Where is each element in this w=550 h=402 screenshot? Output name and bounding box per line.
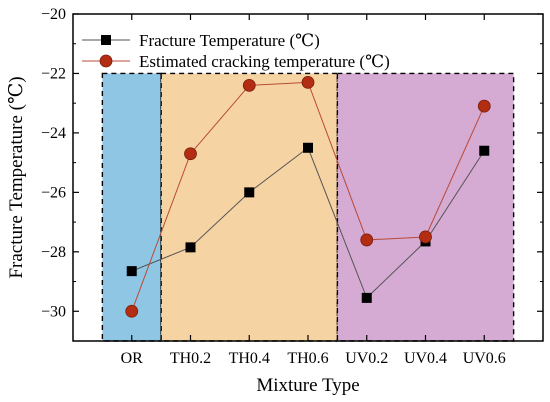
square-marker-OR [126, 266, 137, 277]
circle-marker-UV0.4 [419, 230, 432, 244]
legend-square-marker [101, 35, 111, 45]
y-tick-label: −26 [41, 184, 66, 201]
circle-marker-TH0.2 [184, 147, 197, 161]
y-tick-label: −28 [41, 244, 66, 261]
square-marker-UV0.2 [361, 292, 372, 303]
y-tick-label: −24 [41, 125, 66, 142]
legend: Fracture Temperature (℃) Estimated crack… [82, 31, 390, 71]
y-tick-label: −22 [41, 65, 66, 82]
x-tick-label: TH0.2 [170, 350, 211, 367]
circle-marker-UV0.6 [477, 99, 491, 113]
square-marker-TH0.2 [185, 242, 196, 253]
x-tick-label: UV0.6 [463, 350, 506, 367]
y-axis-title: Fracture Temperature (℃) [6, 76, 27, 278]
x-tick-label: UV0.4 [404, 350, 447, 367]
x-tick-label: TH0.4 [229, 350, 270, 367]
y-axis: −30 −28 −26 −24 −22 −20 [41, 6, 543, 342]
legend-circle-marker [99, 54, 113, 68]
legend-label-fracture: Fracture Temperature (℃) [139, 31, 320, 50]
circle-marker-TH0.4 [242, 78, 256, 92]
square-marker-TH0.4 [244, 187, 255, 198]
square-marker-UV0.6 [479, 145, 490, 156]
y-tick-label: −30 [41, 303, 66, 320]
shaded-band-0 [101, 72, 162, 342]
legend-label-estimated: Estimated cracking temperature (℃) [139, 52, 390, 71]
circle-marker-UV0.2 [360, 233, 374, 247]
shaded-bands [101, 72, 515, 342]
x-tick-label: OR [121, 350, 144, 367]
series-markers [125, 75, 491, 318]
x-tick-label: TH0.6 [287, 350, 328, 367]
circle-marker-OR [125, 304, 139, 318]
shaded-band-1 [160, 72, 339, 342]
circle-marker-TH0.6 [301, 75, 315, 89]
square-marker-TH0.6 [303, 142, 313, 153]
x-tick-label: UV0.2 [345, 350, 388, 367]
x-axis-title: Mixture Type [256, 375, 359, 396]
x-axis: OR TH0.2 TH0.4 TH0.6 UV0.2 UV0.4 UV0.6 [121, 14, 506, 367]
y-tick-label: −20 [41, 6, 66, 23]
